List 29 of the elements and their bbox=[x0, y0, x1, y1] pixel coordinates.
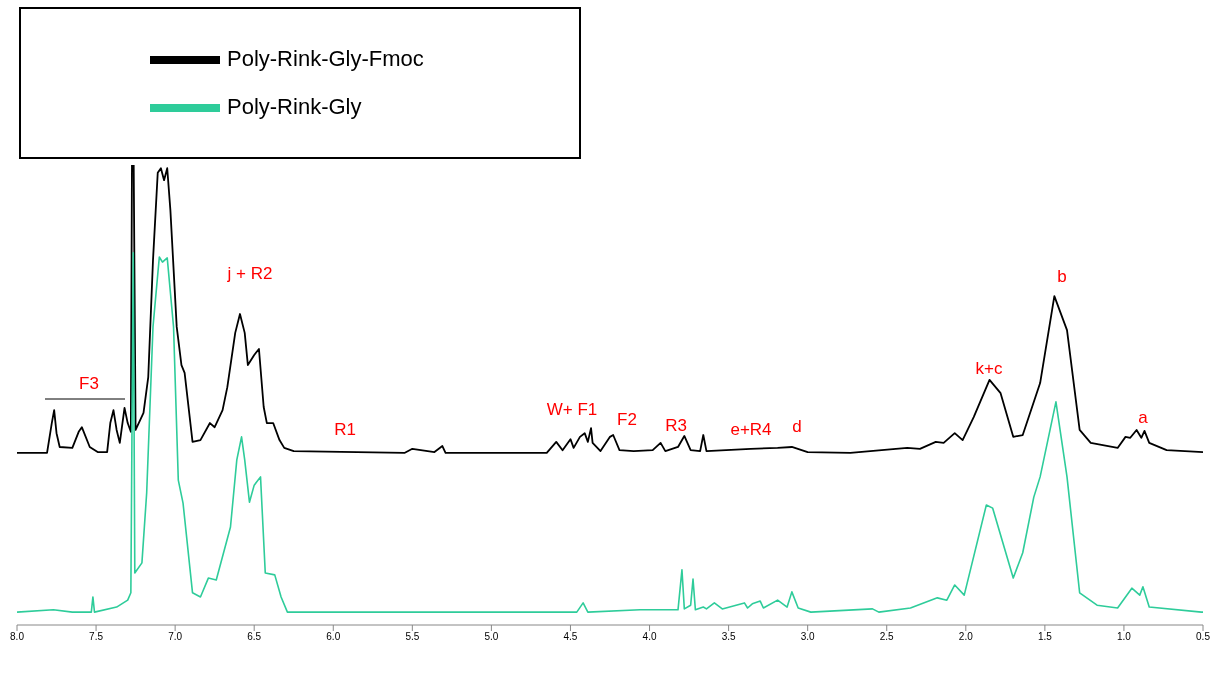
x-tick-label: 5.0 bbox=[484, 631, 499, 643]
x-tick-label: 7.0 bbox=[168, 631, 183, 643]
annotation: F2 bbox=[617, 410, 637, 430]
x-tick-label: 1.0 bbox=[1116, 631, 1132, 643]
x-tick-label: 6.5 bbox=[247, 631, 262, 643]
annotation: j + R2 bbox=[226, 264, 273, 284]
annotation: W+ F1 bbox=[546, 400, 598, 420]
x-tick-label: 4.5 bbox=[563, 631, 578, 643]
x-tick-label: 7.5 bbox=[89, 631, 104, 643]
annotation: R3 bbox=[665, 416, 687, 436]
annotation: F3 bbox=[79, 374, 99, 394]
annotation: k+c bbox=[975, 359, 1003, 379]
x-tick-label: 4.0 bbox=[642, 631, 657, 643]
x-tick-label: 6.0 bbox=[326, 631, 341, 643]
annotation: R1 bbox=[334, 420, 356, 440]
x-tick-label: 3.5 bbox=[721, 631, 736, 643]
legend-label: Poly-Rink-Gly bbox=[227, 93, 362, 119]
annotation: e+R4 bbox=[730, 420, 772, 440]
x-tick-label: 3.0 bbox=[800, 631, 816, 643]
legend-label: Poly-Rink-Gly-Fmoc bbox=[227, 45, 424, 71]
x-tick-label: 1.5 bbox=[1037, 631, 1053, 643]
x-tick-label: 2.5 bbox=[879, 631, 895, 643]
x-tick-label: 0.5 bbox=[1196, 631, 1211, 643]
annotation: a bbox=[1138, 408, 1149, 428]
annotation: b bbox=[1057, 267, 1067, 287]
annotation: d bbox=[792, 417, 802, 437]
x-tick-label: 2.0 bbox=[958, 631, 974, 643]
x-tick-label: 5.5 bbox=[405, 631, 420, 643]
x-tick-label: 8.0 bbox=[10, 631, 25, 643]
